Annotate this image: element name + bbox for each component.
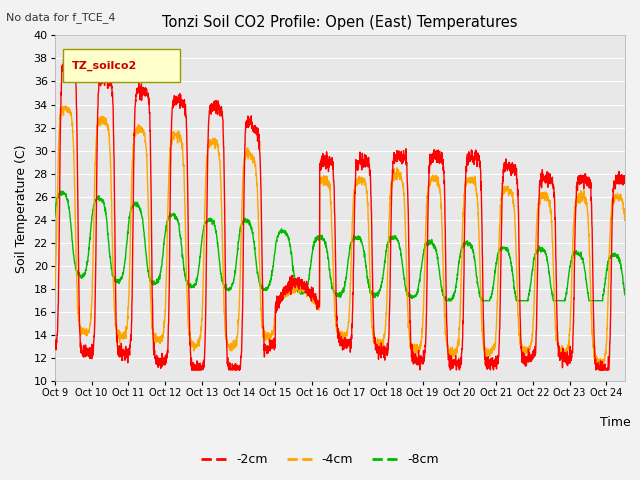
FancyBboxPatch shape [63, 49, 180, 82]
Text: No data for f_TCE_4: No data for f_TCE_4 [6, 12, 116, 23]
Title: Tonzi Soil CO2 Profile: Open (East) Temperatures: Tonzi Soil CO2 Profile: Open (East) Temp… [162, 15, 518, 30]
Text: TZ_soilco2: TZ_soilco2 [72, 60, 137, 71]
X-axis label: Time: Time [600, 416, 630, 429]
Y-axis label: Soil Temperature (C): Soil Temperature (C) [15, 144, 28, 273]
Legend: -2cm, -4cm, -8cm: -2cm, -4cm, -8cm [196, 448, 444, 471]
